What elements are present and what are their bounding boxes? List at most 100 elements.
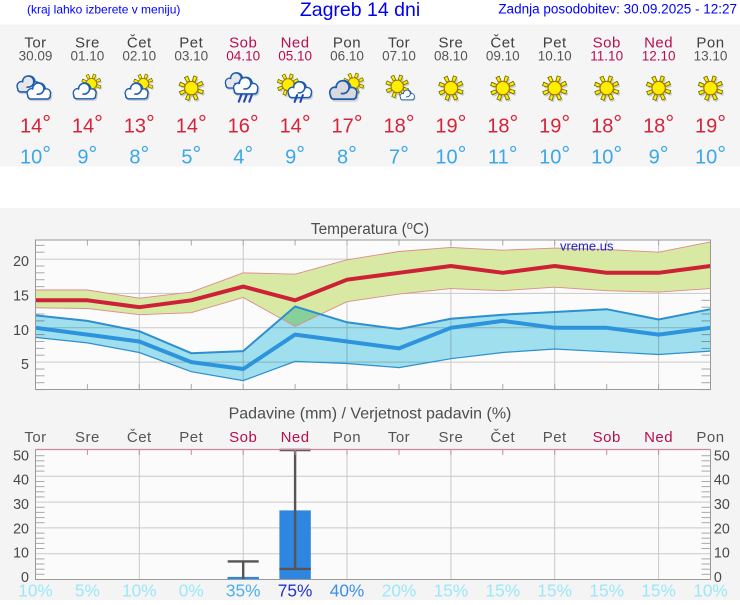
svg-text:15%: 15%	[641, 581, 676, 601]
svg-text:Pet: Pet	[543, 429, 567, 446]
svg-text:19°: 19°	[695, 111, 726, 138]
svg-text:19°: 19°	[539, 111, 570, 138]
svg-text:0: 0	[21, 570, 29, 586]
svg-text:Sre: Sre	[438, 429, 463, 446]
svg-text:15: 15	[13, 288, 29, 304]
svg-text:40%: 40%	[330, 581, 365, 601]
svg-text:01.10: 01.10	[71, 49, 105, 64]
svg-text:Zagreb 14 dni: Zagreb 14 dni	[300, 0, 420, 21]
svg-text:(kraj lahko izberete v meniju): (kraj lahko izberete v meniju)	[27, 3, 180, 17]
svg-text:Temperatura (oC): Temperatura (oC)	[311, 220, 429, 238]
svg-text:40: 40	[13, 473, 29, 489]
svg-text:Sob: Sob	[229, 35, 257, 52]
svg-text:8°: 8°	[337, 142, 357, 169]
svg-text:10.10: 10.10	[538, 49, 572, 64]
svg-text:17°: 17°	[331, 111, 362, 138]
svg-text:0: 0	[714, 570, 722, 586]
svg-text:15%: 15%	[486, 581, 521, 601]
svg-text:9°: 9°	[77, 142, 97, 169]
svg-text:10: 10	[714, 546, 730, 562]
svg-text:13.10: 13.10	[694, 49, 728, 64]
svg-text:06.10: 06.10	[330, 49, 364, 64]
svg-text:Pon: Pon	[333, 429, 361, 446]
svg-text:12.10: 12.10	[642, 49, 676, 64]
svg-text:Sob: Sob	[593, 429, 621, 446]
svg-text:14°: 14°	[72, 111, 103, 138]
svg-text:9°: 9°	[649, 142, 669, 169]
svg-text:Sre: Sre	[75, 429, 100, 446]
svg-text:18°: 18°	[487, 111, 518, 138]
svg-text:02.10: 02.10	[122, 49, 156, 64]
svg-text:20: 20	[13, 254, 29, 270]
svg-text:11.10: 11.10	[590, 49, 623, 64]
svg-text:14°: 14°	[280, 111, 311, 138]
svg-text:Ned: Ned	[281, 429, 310, 446]
svg-text:10°: 10°	[591, 142, 622, 169]
svg-text:30: 30	[714, 497, 730, 513]
svg-text:Tor: Tor	[388, 35, 410, 52]
svg-text:20: 20	[714, 521, 730, 537]
svg-text:5°: 5°	[181, 142, 201, 169]
svg-text:15%: 15%	[537, 581, 572, 601]
svg-text:20: 20	[13, 521, 29, 537]
svg-text:Pet: Pet	[543, 35, 567, 52]
svg-text:Tor: Tor	[388, 429, 410, 446]
svg-text:08.10: 08.10	[434, 49, 468, 64]
svg-text:16°: 16°	[228, 111, 259, 138]
svg-text:Čet: Čet	[490, 429, 515, 446]
svg-text:Tor: Tor	[24, 429, 46, 446]
svg-text:03.10: 03.10	[174, 49, 208, 64]
svg-text:Sob: Sob	[593, 35, 621, 52]
svg-text:Pon: Pon	[333, 35, 361, 52]
svg-text:Pet: Pet	[179, 429, 203, 446]
svg-text:10°: 10°	[20, 142, 51, 169]
svg-text:5%: 5%	[75, 581, 100, 601]
svg-text:Zadnja posodobitev: 30.09.2025: Zadnja posodobitev: 30.09.2025 - 12:27	[498, 2, 737, 17]
svg-text:18°: 18°	[643, 111, 674, 138]
svg-text:10%: 10%	[122, 581, 157, 601]
svg-text:35%: 35%	[226, 581, 261, 601]
svg-text:04.10: 04.10	[226, 49, 260, 64]
svg-text:5: 5	[21, 357, 29, 373]
svg-text:10°: 10°	[695, 142, 726, 169]
svg-text:Ned: Ned	[644, 35, 673, 52]
svg-text:Čet: Čet	[490, 35, 515, 52]
svg-text:09.10: 09.10	[486, 49, 520, 64]
svg-text:10: 10	[13, 546, 29, 562]
svg-text:40: 40	[714, 473, 730, 489]
svg-text:10%: 10%	[693, 581, 728, 601]
svg-text:18°: 18°	[591, 111, 622, 138]
svg-text:14°: 14°	[20, 111, 51, 138]
svg-text:7°: 7°	[389, 142, 409, 169]
svg-text:9°: 9°	[285, 142, 305, 169]
svg-text:30.09: 30.09	[19, 49, 53, 64]
svg-text:15%: 15%	[434, 581, 469, 601]
svg-text:15%: 15%	[589, 581, 624, 601]
svg-text:Pon: Pon	[696, 35, 724, 52]
svg-text:Ned: Ned	[644, 429, 673, 446]
svg-text:0%: 0%	[179, 581, 204, 601]
svg-text:Pet: Pet	[179, 35, 203, 52]
svg-text:13°: 13°	[124, 111, 155, 138]
svg-text:10°: 10°	[539, 142, 570, 169]
svg-text:Čet: Čet	[127, 35, 152, 52]
svg-text:50: 50	[13, 448, 29, 464]
svg-text:19°: 19°	[435, 111, 466, 138]
svg-text:05.10: 05.10	[278, 49, 312, 64]
svg-text:18°: 18°	[383, 111, 414, 138]
svg-text:10°: 10°	[435, 142, 466, 169]
svg-text:8°: 8°	[129, 142, 149, 169]
svg-text:Pon: Pon	[696, 429, 724, 446]
svg-text:20%: 20%	[382, 581, 417, 601]
svg-text:Čet: Čet	[127, 429, 152, 446]
svg-text:10%: 10%	[18, 581, 53, 601]
svg-text:11°: 11°	[488, 142, 518, 169]
svg-text:50: 50	[714, 448, 730, 464]
svg-text:Sre: Sre	[438, 35, 463, 52]
svg-text:vreme.us: vreme.us	[560, 239, 614, 254]
svg-text:Tor: Tor	[24, 35, 46, 52]
svg-text:Sob: Sob	[229, 429, 257, 446]
svg-text:14°: 14°	[176, 111, 207, 138]
svg-text:Padavine (mm) / Verjetnost pad: Padavine (mm) / Verjetnost padavin (%)	[229, 406, 512, 423]
svg-text:4°: 4°	[233, 142, 253, 169]
